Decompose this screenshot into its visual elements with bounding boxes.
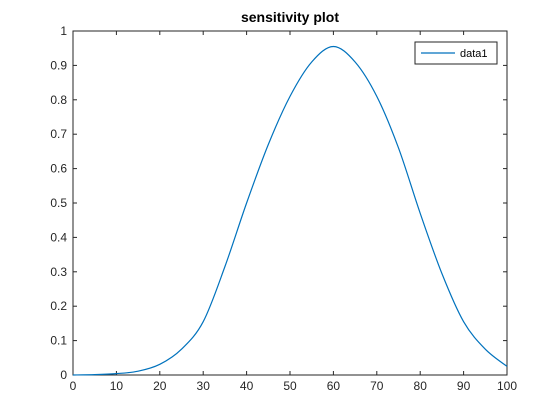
y-tick-label: 1 (60, 24, 67, 38)
x-tick-label: 80 (414, 379, 428, 393)
chart-title: sensitivity plot (241, 9, 339, 25)
x-tick-label: 60 (327, 379, 341, 393)
y-tick-label: 0.3 (50, 265, 67, 279)
plot-area (72, 30, 508, 376)
x-tick-label: 40 (240, 379, 254, 393)
y-tick-label: 0.5 (50, 196, 67, 210)
y-tick-label: 0.1 (50, 334, 67, 348)
y-tick-label: 0.7 (50, 127, 67, 141)
y-tick-label: 0.8 (50, 93, 67, 107)
y-tick-label: 0.2 (50, 299, 67, 313)
x-tick-label: 0 (70, 379, 77, 393)
x-tick-label: 90 (457, 379, 471, 393)
y-tick-label: 0.4 (50, 230, 67, 244)
series-lines (72, 45, 508, 376)
legend-box (414, 41, 498, 65)
y-tick-label: 0.9 (50, 58, 67, 72)
x-tick-label: 10 (110, 379, 124, 393)
x-tick-label: 50 (283, 379, 297, 393)
series-line-data1 (72, 45, 508, 376)
x-tick-label: 100 (497, 379, 517, 393)
x-tick-label: 20 (153, 379, 167, 393)
legend: data1 (414, 41, 498, 65)
y-tick-label: 0 (60, 368, 67, 382)
x-tick-label: 30 (197, 379, 211, 393)
x-tick-label: 70 (370, 379, 384, 393)
legend-label-data1: data1 (460, 48, 488, 60)
y-tick-label: 0.6 (50, 162, 67, 176)
axis-ticks: 0 10 20 30 40 50 60 70 80 90 100 0 0.1 0.2 0.3 0.4 0.5 0.… (50, 24, 517, 393)
